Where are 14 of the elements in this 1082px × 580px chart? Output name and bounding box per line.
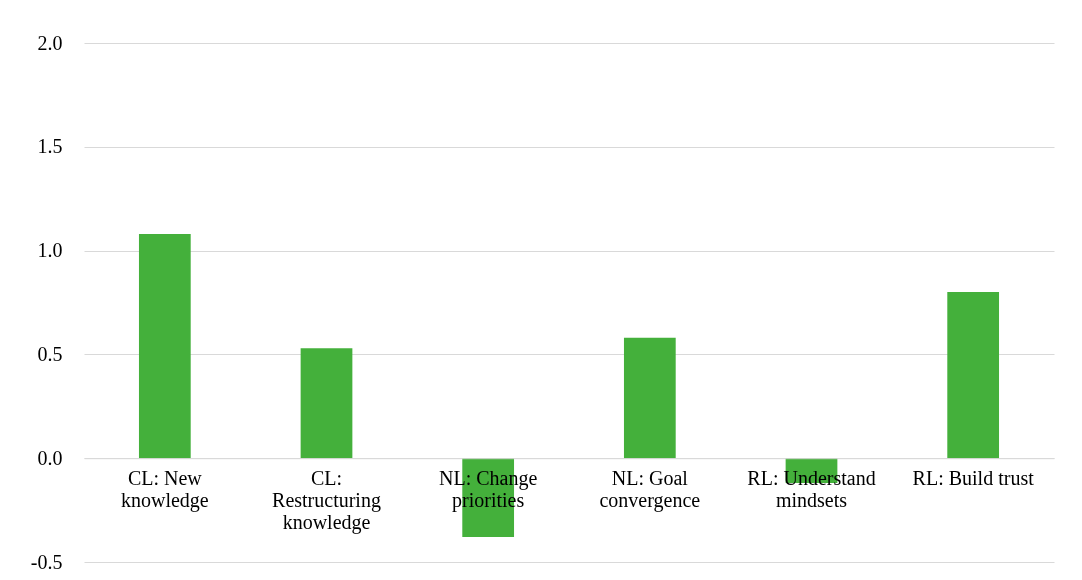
y-tick-label: 2.0 xyxy=(37,31,63,54)
bar xyxy=(138,233,191,459)
x-tick-label: CL: New knowledge xyxy=(120,466,209,512)
bar xyxy=(947,292,1000,459)
bar xyxy=(623,337,676,459)
x-tick-label: NL: Goal convergence xyxy=(599,466,701,512)
y-tick-label: 0.5 xyxy=(37,342,63,365)
x-tick-label: RL: Build trust xyxy=(912,466,1035,489)
y-tick-label: 1.5 xyxy=(37,135,63,158)
x-tick-label: CL: Restructuring knowledge xyxy=(272,466,381,534)
bar xyxy=(300,348,353,459)
y-tick-label: -0.5 xyxy=(30,550,63,573)
y-tick-label: 1.0 xyxy=(37,239,63,262)
y-tick-label: 0.0 xyxy=(37,446,63,469)
